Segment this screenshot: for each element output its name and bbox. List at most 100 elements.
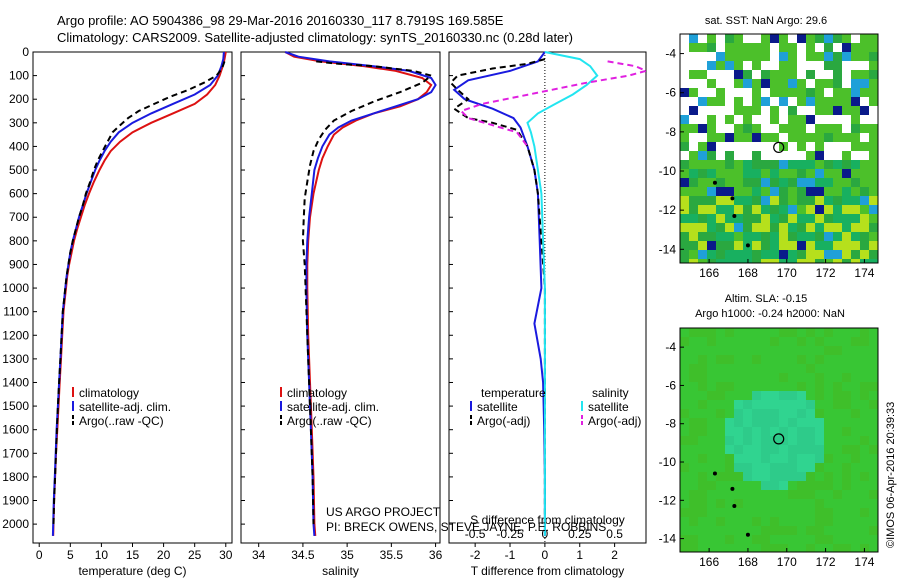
map-cell (770, 508, 779, 517)
map-cell (770, 463, 779, 472)
map-cell (734, 526, 743, 535)
map-cell (725, 223, 734, 232)
map-cell (797, 178, 806, 187)
argo-location-marker (773, 433, 785, 445)
salinity-panel: 34 34.5 35 35.5 36 salinity climatologysatelli… (240, 51, 443, 578)
map-cell (833, 61, 842, 70)
map-cell (842, 52, 851, 61)
s-difference-label: S difference from climatology (470, 513, 625, 527)
map-cell (851, 526, 860, 535)
map-cell (725, 214, 734, 223)
map-cell (680, 241, 689, 250)
map-cell (851, 124, 860, 133)
temperature-frame (32, 51, 233, 544)
map-cell (689, 34, 698, 43)
map-cell (698, 151, 707, 160)
map-cell (689, 436, 698, 445)
map-cell (833, 106, 842, 115)
map-cell (725, 481, 734, 490)
map-cell (842, 355, 851, 364)
map-cell (752, 133, 761, 142)
map-cell (680, 382, 689, 391)
map-cell (842, 481, 851, 490)
map-cell (725, 250, 734, 259)
map-cell (842, 391, 851, 400)
map-cell (869, 427, 878, 436)
map-cell (752, 490, 761, 499)
map-cell (707, 418, 716, 427)
map-cell (761, 196, 770, 205)
map-cell (689, 409, 698, 418)
map-cell (797, 400, 806, 409)
map-cell (698, 427, 707, 436)
map-x-tick-label: 166 (699, 555, 719, 569)
map-cell (716, 436, 725, 445)
s-tick-label: -0.25 (496, 527, 524, 541)
map-cell (698, 196, 707, 205)
map-cell (779, 508, 788, 517)
map-cell (842, 400, 851, 409)
map-cell (860, 52, 869, 61)
map-cell (743, 43, 752, 52)
map-cell (788, 43, 797, 52)
map-cell (788, 187, 797, 196)
map-cell (869, 400, 878, 409)
series-argo-raw-qc (52, 61, 226, 525)
map-cell (770, 250, 779, 259)
map-cell (806, 178, 815, 187)
map-x-tick-label: 172 (816, 266, 836, 280)
map-cell (734, 454, 743, 463)
map-cell (734, 508, 743, 517)
sst-map-title: sat. SST: NaN Argo: 29.6 (705, 15, 827, 27)
map-cell (788, 499, 797, 508)
map-cell (752, 463, 761, 472)
map-cell (716, 250, 725, 259)
map-cell (770, 373, 779, 382)
map-cell (842, 517, 851, 526)
map-cell (725, 544, 734, 552)
map-cell (788, 61, 797, 70)
map-cell (761, 241, 770, 250)
map-y-tick-label: -10 (659, 164, 677, 178)
map-cell (680, 364, 689, 373)
map-cell (752, 214, 761, 223)
difference-frame (448, 51, 647, 544)
map-cell (698, 160, 707, 169)
map-cell (707, 214, 716, 223)
map-cell (869, 178, 878, 187)
map-cell (734, 481, 743, 490)
map-cell (869, 169, 878, 178)
map-cell (788, 178, 797, 187)
map-cell (824, 463, 833, 472)
map-cell (743, 346, 752, 355)
map-cell (815, 79, 824, 88)
map-cell (788, 364, 797, 373)
map-cell (833, 427, 842, 436)
map-cell (743, 391, 752, 400)
map-cell (815, 124, 824, 133)
map-cell (734, 250, 743, 259)
legend-label-salinity-argo-adj: Argo(-adj) (588, 414, 641, 428)
map-cell (698, 241, 707, 250)
difference-xlabel: T difference from climatology (471, 564, 625, 578)
map-cell (761, 481, 770, 490)
map-cell (815, 52, 824, 61)
map-cell (680, 196, 689, 205)
map-cell (806, 328, 815, 337)
map-cell (806, 436, 815, 445)
map-cell (779, 70, 788, 79)
map-cell (698, 355, 707, 364)
map-cell (725, 391, 734, 400)
map-cell (851, 205, 860, 214)
map-cell (743, 196, 752, 205)
map-y-tick-label: -6 (665, 378, 676, 392)
map-cell (770, 409, 779, 418)
map-cell (788, 133, 797, 142)
map-cell (797, 535, 806, 544)
map-cell (680, 400, 689, 409)
map-cell (761, 400, 770, 409)
map-x-tick-label: 174 (854, 555, 874, 569)
map-cell (752, 151, 761, 160)
map-cell (680, 472, 689, 481)
map-cell (734, 97, 743, 106)
